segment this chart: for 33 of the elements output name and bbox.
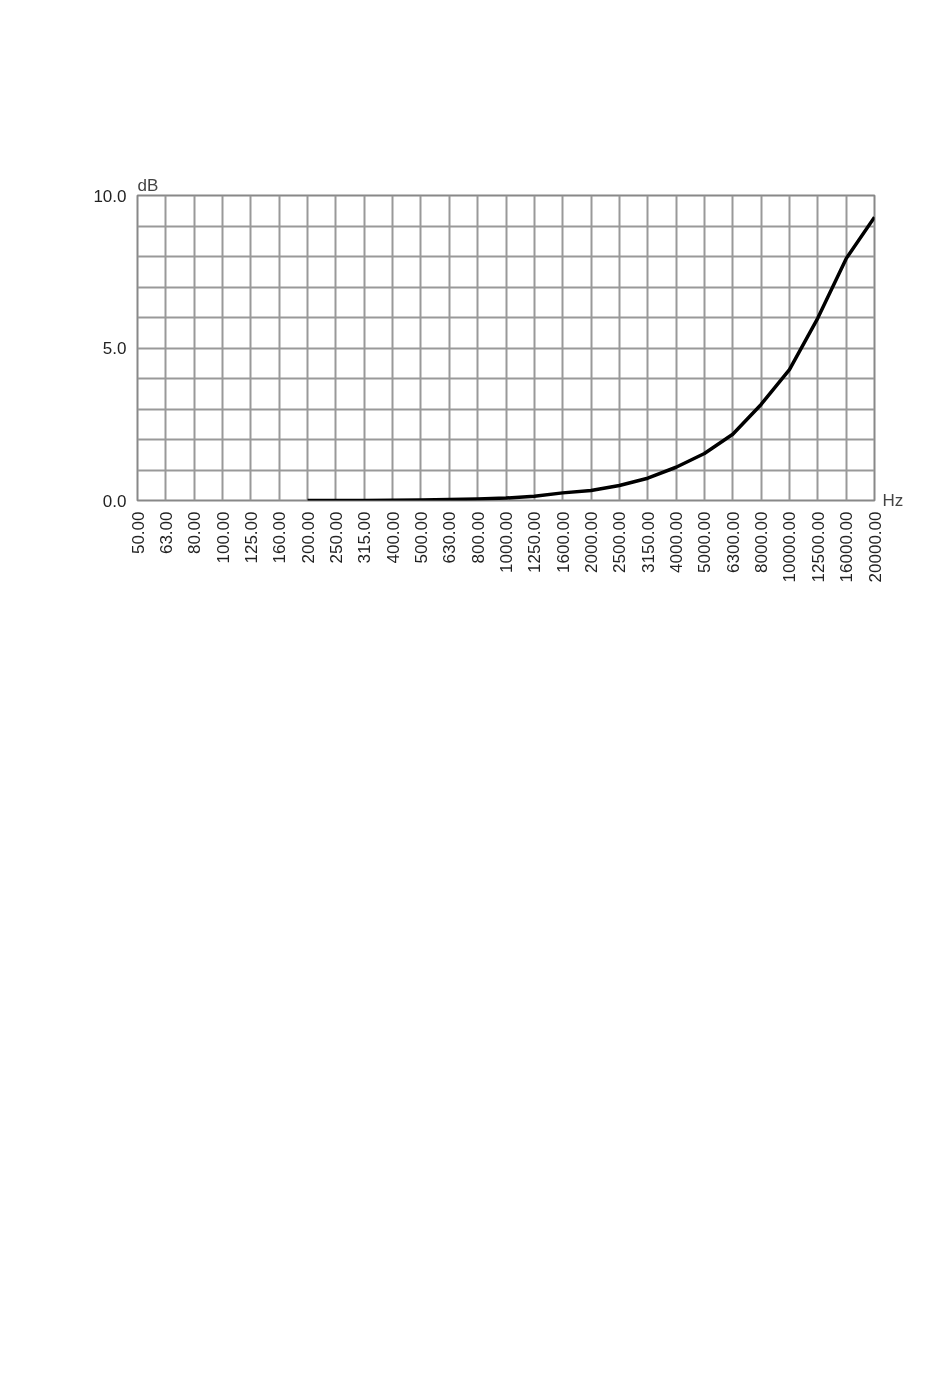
x-tick-label: 250.00 bbox=[326, 511, 346, 564]
x-tick-label: 10000.00 bbox=[780, 511, 800, 583]
x-tick-label: 2000.00 bbox=[582, 511, 602, 573]
x-tick-label: 4000.00 bbox=[667, 511, 687, 573]
x-tick-label: 800.00 bbox=[468, 511, 488, 564]
x-tick-label: 1600.00 bbox=[553, 511, 573, 573]
x-tick-label: 200.00 bbox=[298, 511, 318, 564]
x-tick-label: 630.00 bbox=[440, 511, 460, 564]
y-tick-label: 10.0 bbox=[93, 186, 127, 206]
x-tick-label: 20000.00 bbox=[865, 511, 885, 583]
y-axis-title: dB bbox=[137, 175, 159, 195]
x-tick-label: 125.00 bbox=[241, 511, 261, 564]
x-tick-label: 160.00 bbox=[270, 511, 290, 564]
x-tick-label: 50.00 bbox=[128, 511, 148, 555]
x-tick-label: 1000.00 bbox=[497, 511, 516, 573]
x-tick-label: 6300.00 bbox=[723, 511, 743, 573]
x-tick-label: 16000.00 bbox=[837, 511, 857, 583]
x-tick-label: 2500.00 bbox=[610, 511, 630, 573]
x-tick-label: 400.00 bbox=[383, 511, 403, 564]
x-tick-label: 100.00 bbox=[213, 511, 233, 564]
x-tick-label: 315.00 bbox=[355, 511, 375, 564]
x-tick-label: 80.00 bbox=[185, 511, 205, 555]
y-tick-label: 5.0 bbox=[102, 339, 127, 358]
x-axis-title: Hz bbox=[882, 491, 904, 510]
x-tick-label: 500.00 bbox=[411, 511, 431, 564]
x-tick-label: 1250.00 bbox=[525, 511, 545, 573]
x-tick-label: 5000.00 bbox=[695, 511, 715, 573]
y-tick-label: 0.0 bbox=[102, 491, 127, 511]
x-tick-label: 63.00 bbox=[156, 511, 176, 555]
x-tick-label: 8000.00 bbox=[752, 511, 772, 573]
line-series bbox=[305, 215, 875, 501]
x-tick-label: 3150.00 bbox=[638, 511, 658, 573]
x-tick-label: 12500.00 bbox=[808, 511, 828, 583]
